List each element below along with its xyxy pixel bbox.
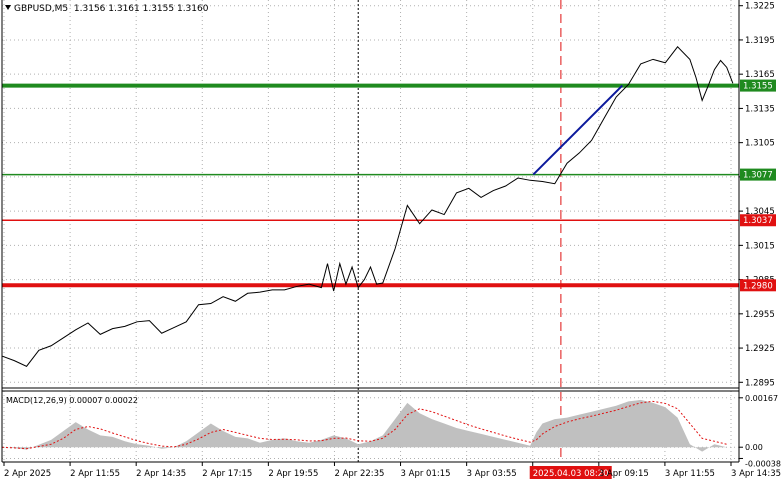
price-tick-label: 1.3225 [745, 2, 775, 12]
time-tick-label: 3 Apr 03:55 [467, 469, 517, 479]
time-tick-label: 2 Apr 11:55 [70, 469, 120, 479]
macd-tick-label: 0.00167 [745, 394, 778, 403]
macd-tick-label: -0.00038 [745, 459, 781, 468]
price-tick-label: 1.3045 [745, 207, 775, 217]
symbol-label: GBPUSD,M5 [14, 4, 69, 14]
time-tick-label: 3 Apr 11:55 [665, 469, 715, 479]
price-tick-label: 1.3135 [745, 104, 775, 114]
time-tick-label: 2025.04.03 08:20 [533, 469, 609, 479]
macd-label: MACD(12,26,9) 0.00007 0.00022 [6, 396, 139, 405]
price-tick-label: 1.3165 [745, 70, 775, 80]
macd-histogram [2, 399, 727, 452]
macd-tick-label: 0.00 [745, 443, 763, 452]
time-tick-label: 2 Apr 2025 [4, 469, 51, 479]
trend-line [532, 84, 624, 176]
level-label: 1.3155 [743, 82, 773, 92]
dropdown-triangle-icon[interactable] [5, 5, 11, 10]
level-label: 1.3037 [743, 216, 773, 226]
time-highlight-box [529, 466, 612, 479]
time-tick-label: 2 Apr 22:35 [334, 469, 384, 479]
level-label-box [740, 79, 776, 92]
level-label-box [740, 168, 776, 181]
time-tick-label: 2 Apr 14:35 [136, 469, 186, 479]
time-tick-label: 2 Apr 19:55 [268, 469, 318, 479]
time-tick-label: 3 Apr 14:35 [731, 469, 781, 479]
ohlc-values: 1.3156 1.3161 1.3155 1.3160 [73, 4, 209, 14]
level-label: 1.2980 [743, 281, 773, 291]
price-tick-label: 1.2925 [745, 344, 775, 354]
price-tick-label: 1.2895 [745, 378, 775, 388]
time-tick-label: 3 Apr 01:15 [401, 469, 451, 479]
price-tick-label: 1.3105 [745, 139, 775, 149]
level-label-box [740, 279, 776, 292]
price-tick-label: 1.2955 [745, 310, 775, 320]
price-tick-label: 1.3195 [745, 36, 775, 46]
level-label: 1.3077 [743, 171, 773, 181]
price-tick-label: 1.3015 [745, 241, 775, 251]
level-label-box [740, 214, 776, 227]
time-tick-label: 3 Apr 09:15 [599, 469, 649, 479]
chart-header: GBPUSD,M5 1.3156 1.3161 1.3155 1.3160 [5, 4, 208, 14]
price-line [1, 46, 734, 367]
macd-signal-line [1, 400, 727, 450]
time-tick-label: 2 Apr 17:15 [202, 469, 252, 479]
